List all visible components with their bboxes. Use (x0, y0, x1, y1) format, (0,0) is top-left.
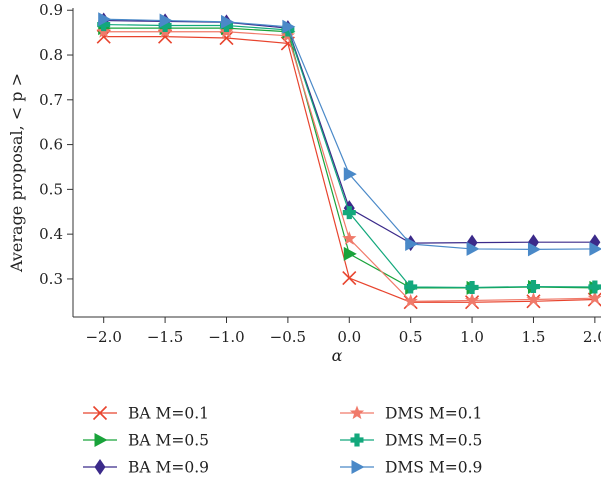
data-point (97, 18, 111, 32)
legend-item: BA M=0.9 (83, 459, 209, 477)
legend-label: DMS M=0.1 (385, 405, 482, 423)
series-layer (96, 12, 601, 310)
x-tick-label: −0.5 (270, 328, 306, 346)
legend-marker (349, 405, 365, 420)
data-point (158, 18, 172, 32)
legend-item: DMS M=0.5 (340, 432, 482, 450)
data-point (343, 167, 357, 182)
data-point (220, 14, 234, 29)
x-axis-ticks: −2.0 −1.5 −1.0 −0.5 0.0 0.5 1.0 1.5 2.0 (85, 317, 601, 346)
legend-marker (350, 433, 364, 447)
legend-label: DMS M=0.5 (385, 432, 482, 450)
data-point (589, 241, 601, 256)
y-tick-label: 0.3 (39, 270, 63, 288)
data-point (342, 270, 357, 286)
legend-marker (351, 460, 365, 474)
legend-label: BA M=0.5 (128, 432, 209, 450)
x-tick-label: −1.0 (208, 328, 244, 346)
data-point (98, 12, 112, 27)
data-point (587, 290, 601, 305)
y-tick-label: 0.5 (39, 180, 63, 198)
y-axis-label: Average proposal, < p > (7, 73, 26, 273)
y-tick-label: 0.7 (39, 91, 63, 109)
legend-item: BA M=0.1 (83, 405, 209, 423)
legend-item: BA M=0.5 (83, 432, 209, 450)
x-tick-label: 1.0 (460, 328, 484, 346)
data-point (527, 242, 541, 257)
x-tick-label: 2.0 (583, 328, 601, 346)
series-line (103, 31, 595, 302)
data-point (588, 280, 601, 294)
legend-item: DMS M=0.9 (340, 459, 482, 477)
x-tick-label: 1.5 (522, 328, 546, 346)
data-point (526, 280, 540, 294)
y-tick-label: 0.9 (39, 1, 63, 19)
legend-marker (94, 433, 108, 447)
legend-label: BA M=0.1 (128, 405, 209, 423)
series-ba-m-0-1 (96, 29, 601, 310)
series-ba-m-0-5 (98, 21, 601, 295)
series-dms-m-0-9 (98, 12, 601, 257)
x-tick-label: −1.5 (147, 328, 183, 346)
data-point (282, 19, 296, 34)
data-point (159, 13, 173, 28)
plot-axes (72, 8, 601, 318)
data-point (405, 237, 419, 252)
data-point (466, 241, 480, 256)
series-line (103, 36, 595, 303)
y-tick-label: 0.8 (39, 46, 63, 64)
x-tick-label: −2.0 (85, 328, 121, 346)
legend-label: DMS M=0.9 (385, 459, 482, 477)
series-dms-m-0-1 (96, 24, 601, 308)
data-point (342, 231, 357, 245)
series-line (103, 23, 595, 289)
data-point (404, 280, 418, 294)
x-axis-label: α (332, 346, 343, 365)
data-point (465, 280, 479, 294)
data-point (526, 292, 541, 306)
y-tick-label: 0.4 (39, 225, 63, 243)
data-point (464, 292, 480, 307)
legend-label: BA M=0.9 (128, 459, 209, 477)
series-dms-m-0-5 (97, 18, 601, 294)
x-tick-label: 0.5 (399, 328, 423, 346)
legend: BA M=0.1 BA M=0.5 BA M=0.9 DMS M=0.1 DMS M=0… (83, 405, 482, 477)
legend-marker (94, 459, 106, 475)
legend-item: DMS M=0.1 (340, 405, 482, 423)
y-tick-label: 0.6 (39, 136, 63, 154)
data-point (342, 206, 356, 220)
data-point (403, 293, 418, 308)
y-axis-ticks: 0.3 0.4 0.5 0.6 0.7 0.8 0.9 (39, 1, 73, 288)
legend-marker (92, 405, 108, 421)
data-point (343, 246, 357, 261)
x-tick-label: 0.0 (337, 328, 361, 346)
